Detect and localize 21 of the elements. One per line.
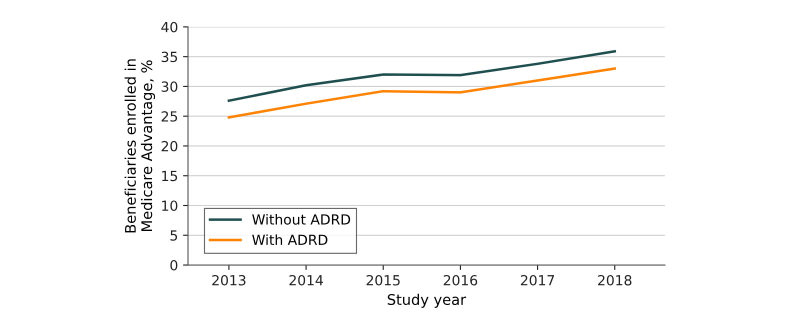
- y-tick-label: 25: [162, 111, 178, 122]
- legend-label: Without ADRD: [252, 214, 350, 225]
- y-tick-label: 15: [162, 170, 178, 182]
- y-tick-label: 0: [170, 260, 178, 271]
- line-series: [228, 50, 616, 102]
- y-tick-label: 5: [170, 230, 178, 241]
- line-series: [228, 67, 616, 119]
- x-tick-label: 2014: [289, 275, 323, 286]
- y-tick-label: 30: [162, 81, 178, 92]
- x-tick-label: 2016: [444, 275, 478, 286]
- y-tick-label: 10: [162, 200, 178, 211]
- x-tick-label: 2018: [598, 275, 632, 286]
- x-tick-label: 2013: [212, 275, 246, 286]
- y-axis-title: Beneficiaries enrolled in Medicare Advantage, %: [124, 59, 156, 232]
- y-tick-label: 40: [161, 22, 178, 32]
- legend-label: With ADRD: [252, 234, 328, 245]
- y-tick-label: 20: [162, 140, 178, 152]
- x-axis-title: Study year: [388, 294, 466, 308]
- x-tick-label: 2017: [520, 275, 554, 286]
- y-tick-label: 35: [162, 52, 178, 62]
- x-tick-label: 2015: [366, 275, 400, 286]
